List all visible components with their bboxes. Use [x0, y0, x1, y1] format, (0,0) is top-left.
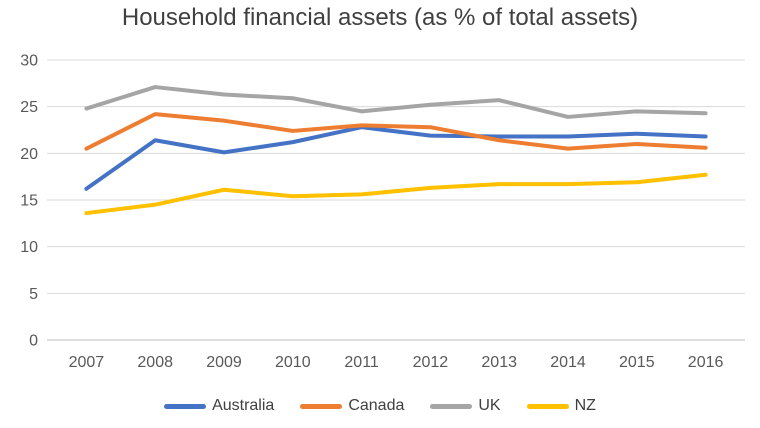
legend-item-canada: Canada	[300, 398, 404, 414]
x-tick-label-2016: 2016	[688, 354, 724, 371]
y-tick-label-30: 30	[20, 53, 38, 70]
legend-label-nz: NZ	[574, 397, 596, 414]
y-tick-label-0: 0	[29, 333, 38, 350]
legend-label-canada: Canada	[348, 397, 405, 414]
x-tick-label-2008: 2008	[137, 354, 173, 371]
legend-item-uk: UK	[430, 397, 501, 414]
legend-swatch-uk	[430, 403, 473, 409]
x-tick-label-2014: 2014	[550, 354, 586, 371]
legend: Australia Canada UK NZ	[0, 398, 760, 414]
y-tick-label-20: 20	[20, 146, 38, 163]
y-tick-label-25: 25	[20, 99, 38, 116]
legend-swatch-nz	[526, 403, 569, 409]
chart-title: Household financial assets (as % of tota…	[121, 4, 639, 31]
legend-swatch-australia	[164, 403, 207, 409]
legend-item-australia: Australia	[164, 398, 274, 414]
x-tick-label-2009: 2009	[206, 354, 242, 371]
x-tick-label-2012: 2012	[413, 354, 449, 371]
series-line-australia	[84, 125, 708, 191]
y-tick-label-5: 5	[29, 286, 38, 303]
x-tick-label-2007: 2007	[69, 354, 105, 371]
legend-swatch-canada	[300, 403, 343, 409]
x-tick-label-2010: 2010	[275, 354, 311, 371]
series-line-uk	[84, 85, 708, 119]
x-tick-label-2015: 2015	[619, 354, 655, 371]
x-tick-label-2013: 2013	[481, 354, 517, 371]
series-line-canada	[84, 112, 708, 151]
legend-label-uk: UK	[478, 397, 501, 414]
y-tick-label-10: 10	[20, 239, 38, 256]
x-tick-label-2011: 2011	[344, 354, 379, 371]
legend-label-australia: Australia	[212, 397, 275, 414]
series-line-nz	[84, 172, 708, 216]
y-tick-label-15: 15	[20, 193, 38, 210]
legend-item-nz: NZ	[526, 397, 596, 414]
